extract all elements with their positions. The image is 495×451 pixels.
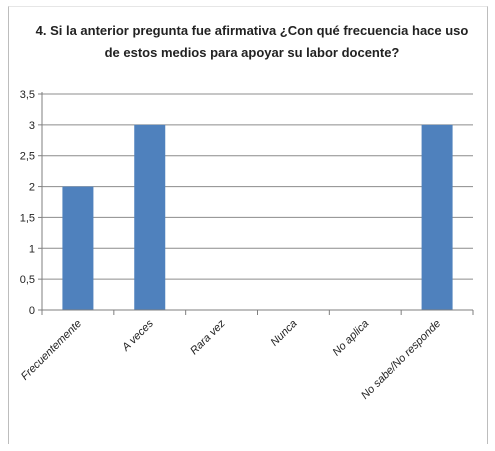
y-tick-label: 1,5 — [20, 212, 35, 224]
y-tick-label: 2 — [29, 182, 35, 194]
axes — [38, 92, 474, 315]
bar-a-veces — [134, 124, 166, 310]
category-label: No sabe/No responde — [359, 318, 443, 402]
category-label: Rara vez — [188, 317, 228, 357]
y-tick-label: 1 — [29, 243, 35, 255]
gridlines — [42, 93, 473, 280]
category-label: Frecuentemente — [19, 318, 84, 383]
bars — [62, 124, 453, 310]
y-tick-label: 0,5 — [20, 274, 35, 286]
chart-title: 4. Si la anterior pregunta fue afirmativ… — [35, 23, 469, 60]
category-labels: Frecuentemente A veces Rara vez Nunca No apl… — [19, 317, 443, 402]
y-tick-labels: 0 0,5 1 1,5 2 2,5 3 3,5 — [20, 89, 35, 317]
y-tick-label: 3,5 — [20, 89, 35, 101]
category-label: A veces — [119, 317, 156, 354]
category-label: Nunca — [269, 318, 300, 349]
bar-no-sabe-no-responde — [421, 124, 453, 310]
bar-frecuentemente — [62, 186, 94, 310]
y-tick-label: 3 — [29, 120, 35, 132]
y-tick-label: 2,5 — [20, 151, 35, 163]
category-label: No aplica — [330, 318, 371, 359]
y-tick-label: 0 — [29, 305, 35, 317]
